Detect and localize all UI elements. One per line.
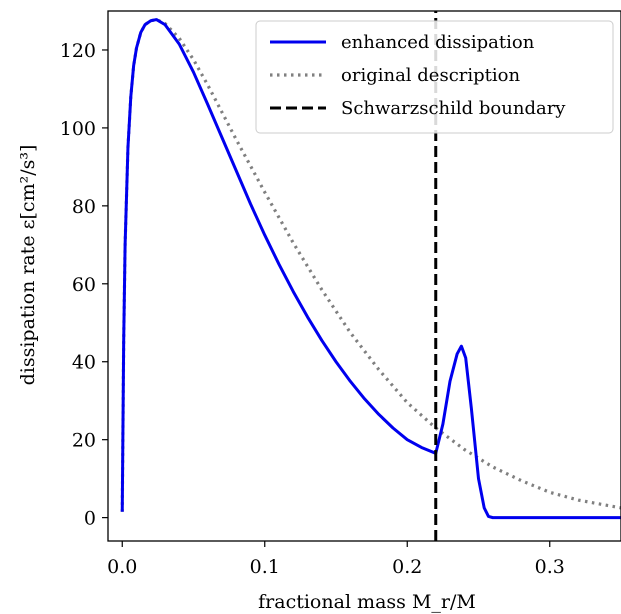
- x-tick-label: 0.3: [535, 556, 565, 578]
- y-tick-label: 120: [60, 40, 96, 62]
- x-tick-label: 0.1: [250, 556, 280, 578]
- y-axis-label: dissipation rate ε[cm²/s³]: [17, 145, 39, 386]
- legend-label-enhanced: enhanced dissipation: [341, 32, 535, 53]
- legend-label-schwarzschild: Schwarzschild boundary: [341, 98, 566, 119]
- y-ticks: 0 20 40 60 80 100 120: [60, 40, 108, 530]
- axes-frame: [107, 10, 621, 542]
- series-line-0: [120, 18, 621, 520]
- y-tick-label: 20: [72, 430, 96, 452]
- x-ticks: 0.0 0.1 0.2 0.3: [107, 541, 565, 578]
- x-tick-label: 0.2: [392, 556, 422, 578]
- plot-frame: [107, 10, 621, 542]
- legend-box: [255, 20, 614, 134]
- x-tick-label: 0.0: [107, 556, 137, 578]
- y-tick-label: 60: [72, 274, 96, 296]
- y-tick-label: 0: [84, 508, 96, 530]
- legend-label-original: original description: [341, 65, 520, 86]
- y-tick-label: 40: [72, 352, 96, 374]
- y-tick-label: 80: [72, 196, 96, 218]
- x-axis-label: fractional mass M_r/M: [258, 591, 476, 613]
- legend: enhanced dissipation original descriptio…: [255, 20, 614, 134]
- y-tick-label: 100: [60, 118, 96, 140]
